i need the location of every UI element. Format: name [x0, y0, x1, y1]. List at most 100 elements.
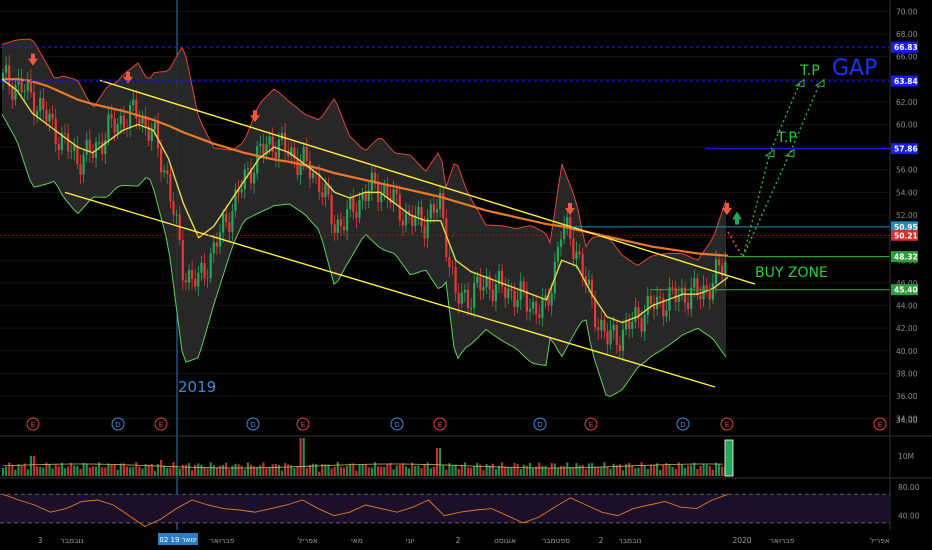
price-tick-label: 54.00	[896, 188, 918, 197]
volume-bar	[649, 464, 652, 476]
candle-body	[203, 262, 206, 279]
volume-bar	[615, 465, 618, 476]
volume-bar	[268, 466, 271, 476]
volume-bar	[169, 467, 172, 476]
sell-arrow-stem	[568, 203, 572, 209]
candle-body	[513, 291, 516, 307]
candle-body	[14, 84, 17, 100]
candle-body	[299, 162, 302, 175]
candle-body	[346, 209, 349, 231]
volume-bar	[346, 465, 349, 476]
candle-body	[234, 189, 237, 212]
volume-bar	[330, 468, 333, 476]
candle-body	[522, 281, 525, 291]
candle-body	[197, 272, 200, 287]
volume-bar	[659, 470, 662, 476]
volume-bar	[535, 466, 538, 476]
volume-bar	[172, 462, 175, 476]
candle-body	[48, 113, 51, 122]
price-marker-label: 57.86	[894, 145, 918, 154]
volume-bar	[218, 465, 222, 476]
volume-bar	[271, 464, 274, 476]
candle-body	[482, 287, 485, 291]
candle-body	[290, 147, 293, 157]
volume-bar	[528, 463, 532, 476]
volume-bar	[404, 466, 408, 476]
volume-bar	[541, 465, 544, 476]
volume-bar	[85, 463, 88, 476]
price-tick-label: 70.00	[896, 7, 918, 16]
volume-bar	[445, 469, 448, 476]
rsi-pane: 80.00 40.00	[0, 483, 920, 527]
candle-body	[497, 270, 501, 285]
volume-bar	[454, 464, 457, 476]
candle-body	[268, 136, 271, 145]
candle-body	[516, 299, 519, 307]
volume-bar	[435, 448, 439, 476]
candle-body	[386, 185, 389, 198]
candle-body	[287, 150, 290, 157]
candle-body	[36, 111, 39, 116]
volume-bar	[556, 467, 559, 476]
volume-bar	[417, 465, 420, 476]
volume-bar	[20, 466, 23, 476]
volume-bar	[687, 465, 690, 476]
candle-body	[355, 212, 358, 218]
candle-body	[172, 201, 175, 215]
candle-body	[479, 276, 482, 291]
candle-body	[466, 289, 470, 308]
volume-bar	[32, 456, 36, 476]
candle-body	[153, 122, 156, 130]
volume-bar	[333, 466, 336, 476]
time-label: מאי	[351, 536, 363, 545]
candle-body	[330, 194, 333, 225]
projection-arrowhead-icon	[794, 78, 805, 88]
time-label: נובמבר	[60, 536, 83, 545]
event-marker-circle	[676, 417, 690, 431]
year-label-2019: 2019	[178, 378, 216, 396]
volume-bar	[194, 464, 197, 476]
volume-bar	[293, 468, 296, 476]
candle-body	[504, 286, 507, 299]
sell-arrow-stem	[126, 71, 130, 78]
volume-bar	[547, 468, 550, 476]
candle-body	[147, 126, 150, 141]
time-label: אוגוסט	[494, 536, 516, 545]
event-marker-circle	[873, 417, 887, 431]
candle-body	[119, 115, 122, 125]
volume-bar	[290, 465, 293, 476]
volume-bar	[67, 466, 70, 476]
volume-bar	[373, 462, 377, 476]
candle-body	[501, 270, 504, 287]
volume-bar	[355, 470, 358, 476]
volume-bar	[166, 468, 169, 476]
event-marker-letter: E	[725, 421, 729, 429]
volume-bar	[5, 466, 8, 476]
candle-body	[42, 98, 45, 110]
volume-bar	[463, 462, 466, 476]
volume-bar	[578, 465, 581, 476]
volume-bar	[674, 468, 677, 476]
candle-body	[181, 240, 184, 281]
volume-axis-label: 10M	[898, 452, 914, 461]
buy-arrow-stem	[735, 219, 739, 225]
volume-bar	[14, 469, 17, 476]
volume-bar	[597, 466, 600, 476]
candle-body	[711, 283, 714, 300]
candlesticks	[1, 55, 727, 362]
price-tick-label: 62.00	[896, 98, 918, 107]
candle-body	[246, 168, 249, 170]
volume-bar	[501, 462, 504, 476]
price-marker-box	[891, 75, 918, 87]
candle-body	[63, 133, 67, 135]
candle-body	[612, 324, 615, 330]
volume-bar	[671, 466, 674, 476]
candle-body	[699, 295, 702, 300]
sell-arrow-icon	[28, 58, 38, 66]
price-tick-label: 40.00	[896, 347, 918, 356]
candle-body	[708, 288, 711, 300]
candle-body	[563, 225, 566, 240]
candle-body	[187, 270, 191, 283]
volume-bar	[311, 463, 315, 476]
